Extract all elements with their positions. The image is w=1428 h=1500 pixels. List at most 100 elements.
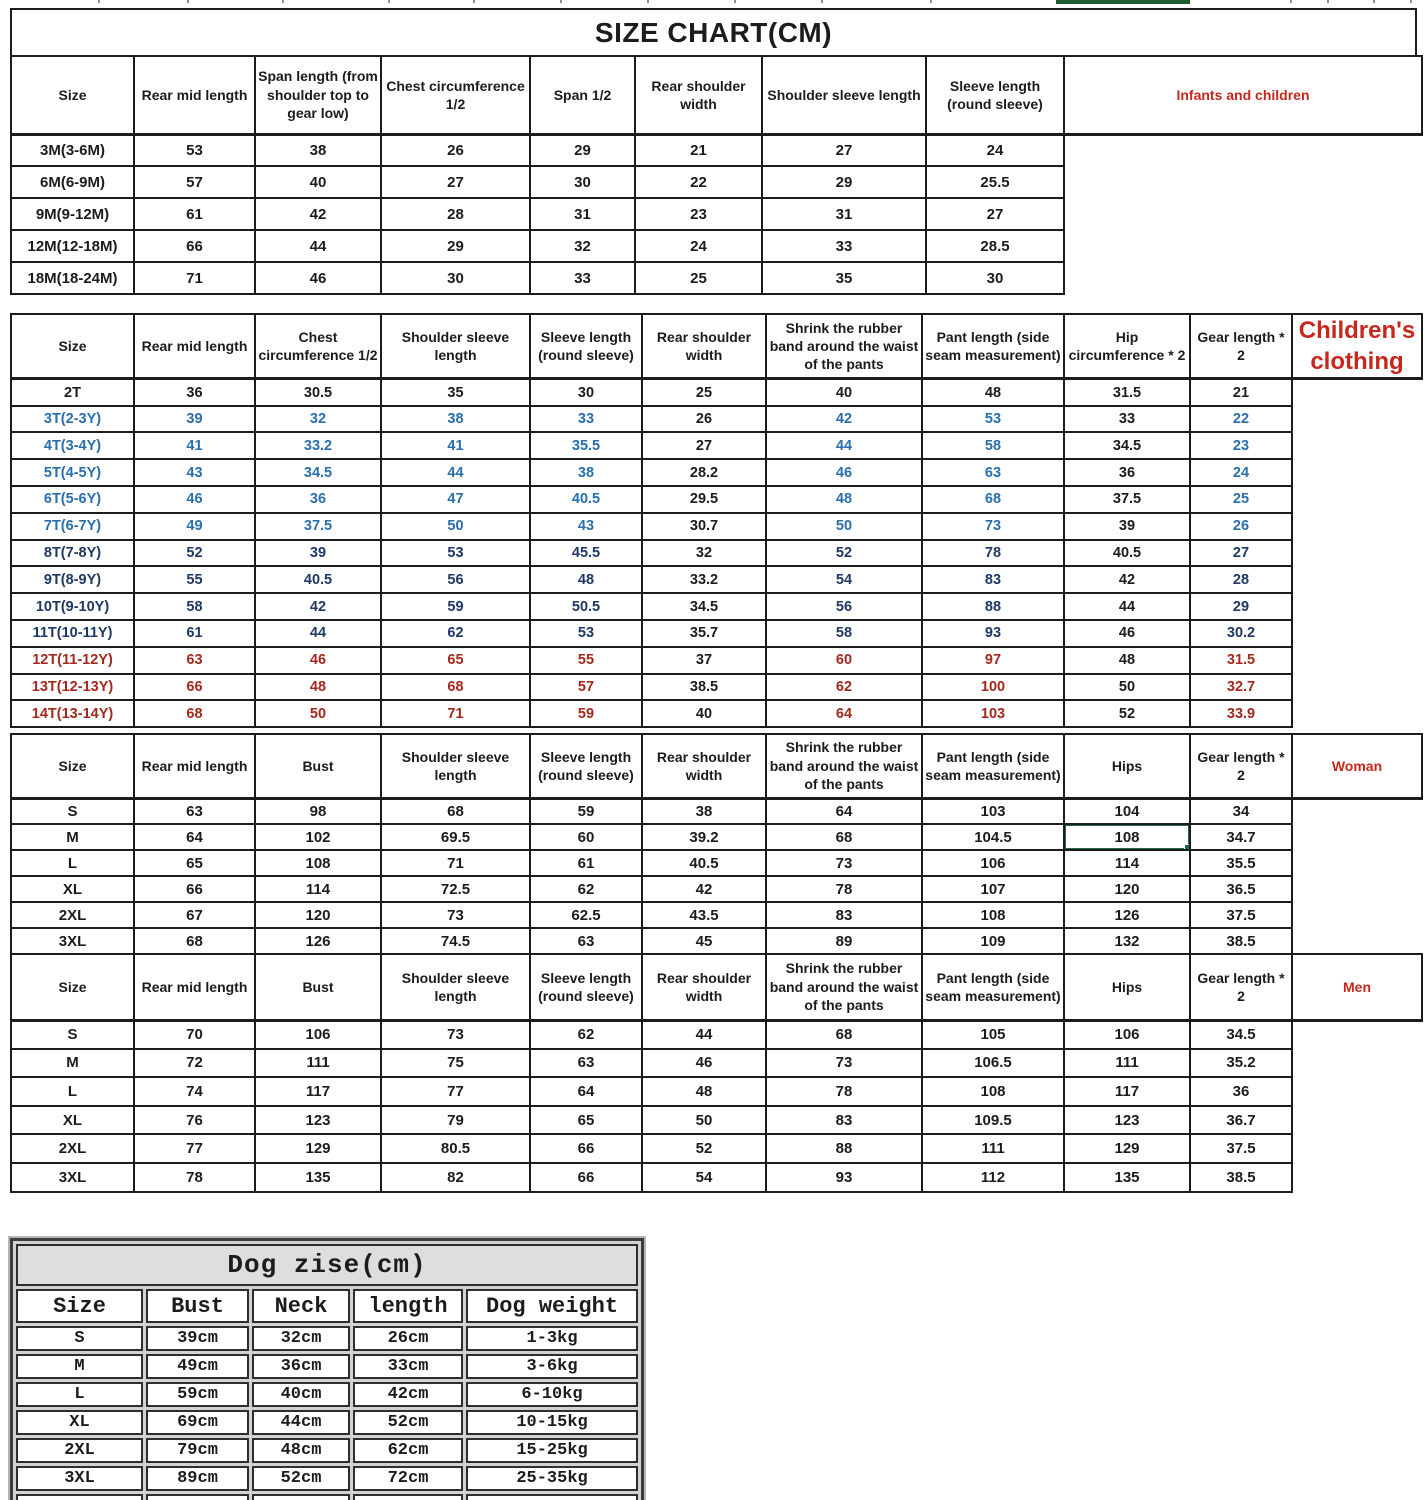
size-cell: 4XL <box>16 1494 143 1500</box>
value-cell: 61 <box>529 849 643 877</box>
value-cell: 108 <box>921 901 1065 929</box>
value-cell: 52 <box>765 538 923 568</box>
value-cell: 29 <box>529 133 636 167</box>
value-cell: 47 <box>380 485 531 514</box>
value-cell: 64 <box>765 797 923 825</box>
value-cell: 42cm <box>353 1382 463 1407</box>
value-cell: 126 <box>254 927 382 955</box>
table-row: XL 76 123 79 65 50 83 109.5 123 36.7 <box>10 1104 1422 1136</box>
children-clothing-table: Size Rear mid length Chest circumference 1… <box>10 313 1423 729</box>
value-cell: 135 <box>1063 1161 1191 1193</box>
value-cell: 33 <box>761 229 927 263</box>
value-cell: 41 <box>133 431 256 461</box>
value-cell: 74.5 <box>380 927 531 955</box>
value-cell: 26 <box>1189 511 1293 541</box>
table-row: 14T(13-14Y) 68 50 71 59 40 64 103 52 33.9 <box>10 699 1422 729</box>
value-cell: 108 <box>254 849 382 877</box>
value-cell: 59 <box>529 797 643 825</box>
value-cell: 106 <box>1063 1019 1191 1050</box>
value-cell: 30.2 <box>1189 619 1293 648</box>
gridline-tick <box>388 0 390 3</box>
value-cell: 62cm <box>353 1438 463 1463</box>
size-cell: 9M(9-12M) <box>10 197 135 231</box>
value-cell: 68 <box>133 927 256 955</box>
value-cell: 48 <box>765 485 923 514</box>
value-cell: 64 <box>765 699 923 729</box>
size-cell: M <box>16 1354 143 1379</box>
value-cell: 38 <box>254 133 382 167</box>
value-cell: 48 <box>921 377 1065 407</box>
value-cell: 30.7 <box>641 511 767 541</box>
gridline-tick <box>647 0 649 3</box>
value-cell: 31 <box>529 197 636 231</box>
table-row: 3T(2-3Y) 39 32 38 33 26 42 53 33 22 <box>10 404 1422 434</box>
table-row: XL 69cm 44cm 52cm 10-15kg <box>16 1410 639 1435</box>
table-row: L 59cm 40cm 42cm 6-10kg <box>16 1382 639 1407</box>
value-cell: 50 <box>1063 672 1191 702</box>
value-cell: 27 <box>925 197 1065 231</box>
value-cell: 38.5 <box>1189 927 1293 955</box>
value-cell: 120 <box>1063 875 1191 903</box>
value-cell: 37 <box>641 645 767 675</box>
value-cell: 6-10kg <box>466 1382 639 1407</box>
column-header: Gear length * 2 <box>1189 733 1293 800</box>
size-cell: 7T(6-7Y) <box>10 511 135 541</box>
value-cell: 42 <box>641 875 767 903</box>
value-cell: 73 <box>380 1019 531 1050</box>
size-cell: 5T(4-5Y) <box>10 458 135 488</box>
value-cell: 78 <box>765 875 923 903</box>
value-cell: 29.5 <box>641 485 767 514</box>
value-cell: 66 <box>529 1161 643 1193</box>
value-cell: 31.5 <box>1063 377 1191 407</box>
value-cell: 53 <box>529 619 643 648</box>
value-cell: 56 <box>765 592 923 622</box>
column-header: Hips <box>1063 953 1191 1022</box>
value-cell: 46 <box>765 458 923 488</box>
value-cell: 25 <box>634 261 763 295</box>
value-cell: 63 <box>529 1047 643 1079</box>
value-cell: 59 <box>380 592 531 622</box>
gridline-tick <box>734 0 736 3</box>
column-header: Bust <box>146 1289 249 1323</box>
value-cell: 109 <box>921 927 1065 955</box>
value-cell: 114 <box>254 875 382 903</box>
value-cell: 39 <box>254 538 382 568</box>
size-cell: 3M(3-6M) <box>10 133 135 167</box>
table-row: 2XL 79cm 48cm 62cm 15-25kg <box>16 1438 639 1463</box>
column-header: Shoulder sleeve length <box>380 953 531 1022</box>
woman-table: Size Rear mid length Bust Shoulder sleeve l… <box>10 733 1423 955</box>
value-cell: 30 <box>380 261 531 295</box>
men-table: Size Rear mid length Bust Shoulder sleeve l… <box>10 953 1423 1193</box>
value-cell: 89 <box>765 927 923 955</box>
column-header: Rear shoulder width <box>634 55 763 136</box>
value-cell: 71 <box>133 261 256 295</box>
value-cell: 55 <box>529 645 643 675</box>
value-cell: 62 <box>529 875 643 903</box>
value-cell: 103 <box>921 699 1065 729</box>
size-cell: 9T(8-9Y) <box>10 565 135 595</box>
value-cell: 1-3kg <box>466 1326 639 1351</box>
column-header: Shrink the rubber band around the waist … <box>765 313 923 381</box>
value-cell: 109.5 <box>921 1104 1065 1136</box>
selected-cell: 108 <box>1063 823 1191 851</box>
value-cell: 43 <box>133 458 256 488</box>
gridline-tick <box>282 0 284 3</box>
value-cell: 78 <box>133 1161 256 1193</box>
column-header: Size <box>10 55 135 136</box>
value-cell: 46 <box>641 1047 767 1079</box>
column-header: Rear mid length <box>133 953 256 1022</box>
column-header: Sleeve length (round sleeve) <box>529 733 643 800</box>
value-cell: 27 <box>1189 538 1293 568</box>
value-cell: 72 <box>133 1047 256 1079</box>
column-header: Gear length * 2 <box>1189 313 1293 381</box>
column-header: Pant length (side seam measurement) <box>921 313 1065 381</box>
value-cell: 62 <box>765 672 923 702</box>
value-cell: 45.5 <box>529 538 643 568</box>
value-cell: 34 <box>1189 797 1293 825</box>
value-cell: 75 <box>380 1047 531 1079</box>
value-cell: 104.5 <box>921 823 1065 851</box>
table-row: 4XL99cm56cm82cm35-45kg <box>16 1494 639 1500</box>
size-cell: S <box>10 797 135 825</box>
gridline-tick <box>473 0 475 3</box>
